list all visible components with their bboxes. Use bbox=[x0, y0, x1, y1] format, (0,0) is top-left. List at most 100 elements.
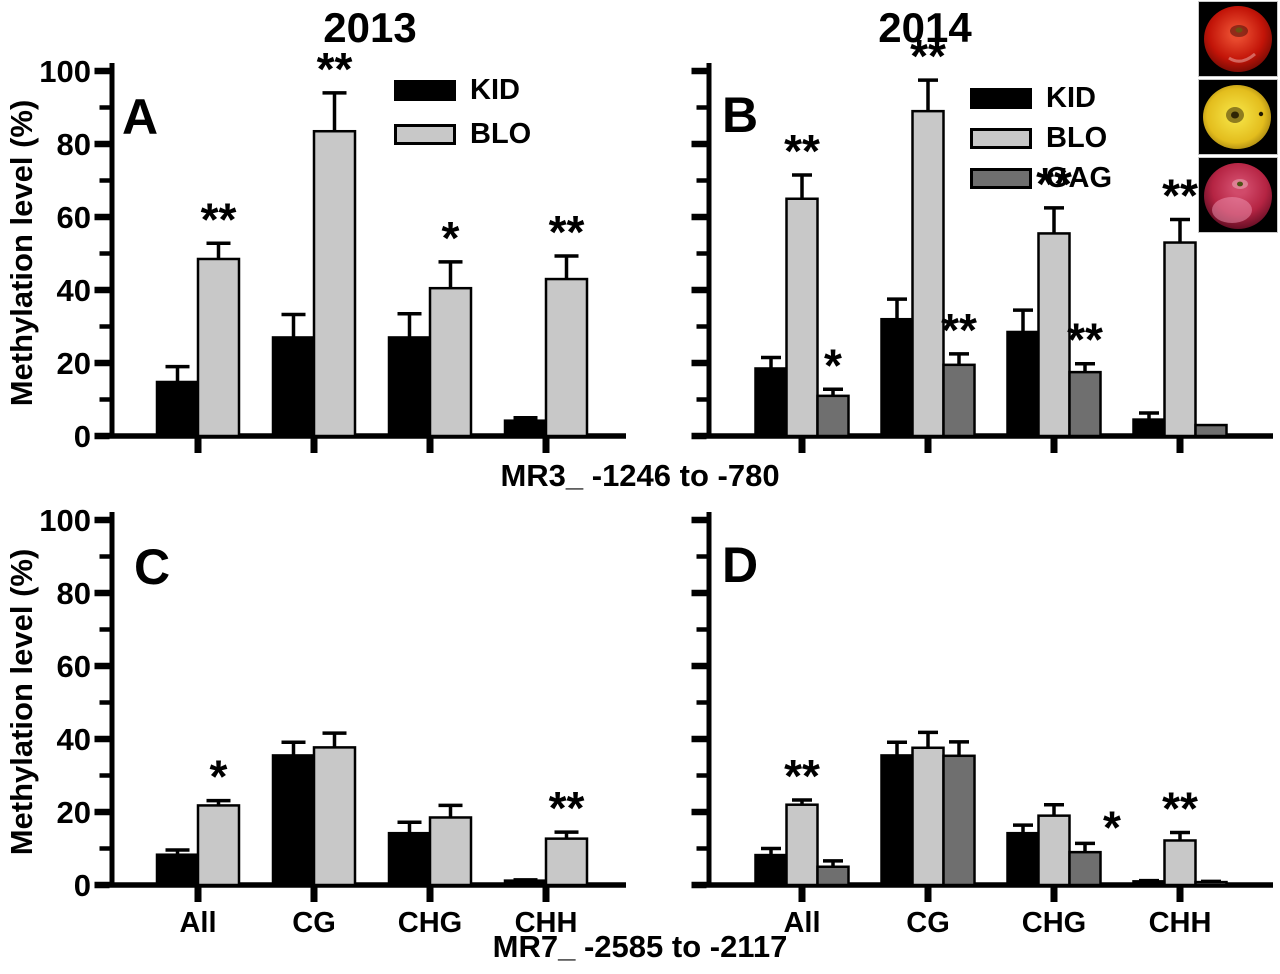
bar-KID-All bbox=[754, 853, 788, 887]
significance-marker: ** bbox=[784, 125, 820, 177]
column-title-2013: 2013 bbox=[323, 4, 417, 51]
y-axis-title-bottom: Methylation level (%) bbox=[4, 548, 39, 856]
y-tick-label: 60 bbox=[57, 200, 91, 235]
bar-BLO-CG bbox=[312, 129, 357, 438]
category-label: CHH bbox=[515, 907, 578, 939]
legend-item-kid: KID bbox=[970, 84, 1112, 113]
bar-BLO-CHH bbox=[1163, 839, 1197, 887]
significance-marker: ** bbox=[1067, 314, 1103, 366]
legend-label-gag: GAG bbox=[1046, 162, 1113, 194]
panel-letter-a: A bbox=[122, 89, 159, 145]
category-label: CHG bbox=[1022, 907, 1086, 939]
bar-KID-CHG bbox=[387, 831, 432, 887]
bar-KID-CHH bbox=[503, 419, 548, 438]
legend-label-blo: BLO bbox=[470, 118, 532, 150]
y-axis-title-top: Methylation level (%) bbox=[4, 99, 39, 407]
panel-letter-b: B bbox=[722, 87, 759, 143]
bar-KID-All bbox=[754, 367, 788, 438]
panel-letter-c: C bbox=[134, 539, 171, 595]
legend-panel-a: KID BLO bbox=[394, 76, 531, 164]
bar-KID-All bbox=[155, 380, 200, 438]
bar-BLO-All bbox=[196, 257, 241, 438]
bar-GAG-CG bbox=[942, 363, 976, 438]
bar-BLO-CHG bbox=[1037, 814, 1071, 887]
region-label-mr7: MR7_ -2585 to -2117 bbox=[492, 929, 788, 964]
legend-item-gag: GAG bbox=[970, 164, 1112, 193]
legend-label-kid: KID bbox=[1046, 82, 1096, 114]
bar-BLO-CG bbox=[911, 109, 945, 438]
column-title-2014: 2014 bbox=[878, 4, 972, 51]
yellow-apple-photo bbox=[1198, 79, 1278, 155]
bar-KID-CHH bbox=[1132, 418, 1166, 438]
category-label: CG bbox=[292, 907, 336, 939]
category-label: CHH bbox=[1149, 907, 1212, 939]
legend-item-blo: BLO bbox=[394, 120, 531, 149]
category-label: All bbox=[783, 907, 820, 939]
bar-KID-CG bbox=[880, 317, 914, 438]
bar-BLO-CHG bbox=[1037, 232, 1071, 438]
y-tick-label: 40 bbox=[57, 273, 91, 308]
bar-KID-All bbox=[155, 853, 200, 887]
bar-GAG-CHG bbox=[1068, 370, 1102, 438]
kid-swatch bbox=[970, 88, 1032, 109]
significance-marker: * bbox=[442, 212, 460, 264]
significance-marker: ** bbox=[910, 30, 946, 82]
y-tick-label: 20 bbox=[57, 346, 91, 381]
panel-letter-d: D bbox=[722, 537, 759, 593]
significance-marker: ** bbox=[784, 750, 820, 802]
y-tick-label: 0 bbox=[74, 419, 91, 454]
significance-marker: ** bbox=[549, 782, 585, 834]
bar-GAG-All bbox=[816, 865, 850, 887]
apple-photos bbox=[1198, 1, 1278, 235]
bar-KID-CG bbox=[880, 754, 914, 887]
blo-swatch bbox=[970, 128, 1032, 149]
y-tick-label: 20 bbox=[57, 795, 91, 830]
bar-BLO-CG bbox=[312, 746, 357, 887]
legend-item-kid: KID bbox=[394, 76, 531, 105]
bar-BLO-CHG bbox=[428, 286, 473, 438]
bar-KID-CHG bbox=[1006, 831, 1040, 887]
y-tick-label: 60 bbox=[57, 649, 91, 684]
y-tick-label: 40 bbox=[57, 722, 91, 757]
region-label-mr3: MR3_ -1246 to -780 bbox=[500, 458, 780, 493]
legend-panel-b: KID BLO GAG bbox=[970, 84, 1112, 204]
kid-swatch bbox=[394, 80, 456, 101]
category-label: CHG bbox=[398, 907, 462, 939]
y-tick-label: 80 bbox=[57, 127, 91, 162]
significance-marker: ** bbox=[317, 43, 353, 95]
significance-marker: ** bbox=[549, 206, 585, 258]
bar-BLO-CG bbox=[911, 746, 945, 887]
significance-marker: ** bbox=[1162, 782, 1198, 834]
category-label: CG bbox=[906, 907, 950, 939]
crimson-apple-photo bbox=[1198, 157, 1278, 233]
bar-KID-CHG bbox=[1006, 330, 1040, 438]
y-tick-label: 0 bbox=[74, 868, 91, 903]
legend-label-kid: KID bbox=[470, 74, 520, 106]
significance-marker: ** bbox=[201, 193, 237, 245]
bar-GAG-All bbox=[816, 394, 850, 438]
gag-swatch bbox=[970, 168, 1032, 189]
bar-BLO-CHH bbox=[1163, 241, 1197, 438]
bar-GAG-CG bbox=[942, 754, 976, 887]
significance-marker: ** bbox=[1036, 158, 1072, 210]
red-apple-photo bbox=[1198, 1, 1278, 77]
bar-BLO-CHH bbox=[544, 277, 589, 438]
y-tick-label: 100 bbox=[39, 54, 91, 89]
significance-marker: ** bbox=[941, 304, 977, 356]
bar-BLO-CHH bbox=[544, 837, 589, 887]
legend-label-blo: BLO bbox=[1046, 122, 1108, 154]
bar-BLO-All bbox=[196, 804, 241, 887]
significance-marker: * bbox=[210, 751, 228, 803]
significance-marker: ** bbox=[1162, 170, 1198, 222]
bar-BLO-All bbox=[785, 197, 819, 438]
legend-item-blo: BLO bbox=[970, 124, 1112, 153]
category-label: All bbox=[179, 907, 216, 939]
y-tick-label: 100 bbox=[39, 503, 91, 538]
bar-BLO-All bbox=[785, 803, 819, 887]
bar-BLO-CHG bbox=[428, 816, 473, 887]
bar-KID-CHG bbox=[387, 336, 432, 438]
significance-marker: * bbox=[824, 339, 842, 391]
y-tick-label: 80 bbox=[57, 576, 91, 611]
